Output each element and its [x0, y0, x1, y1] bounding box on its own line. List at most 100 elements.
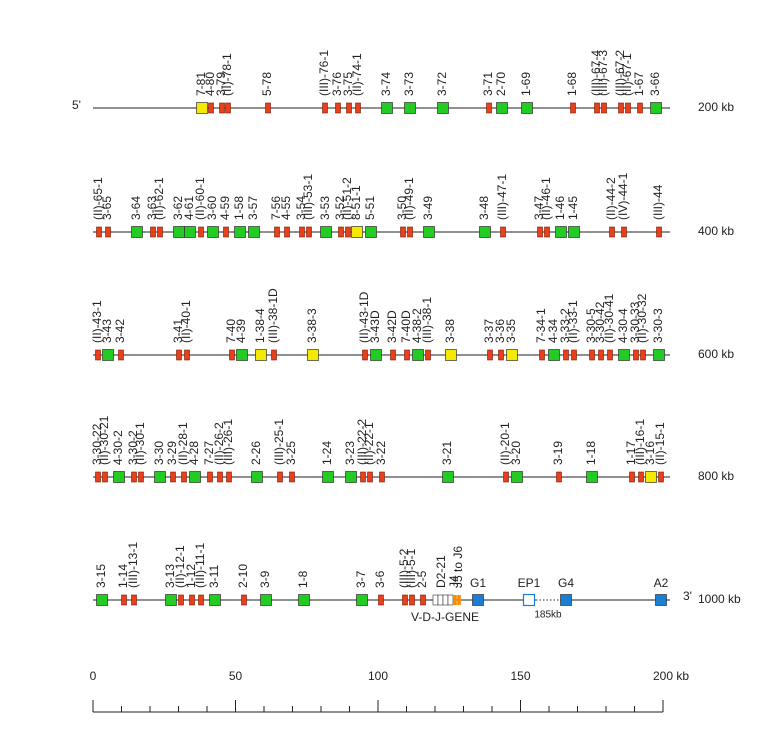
gene-label: 3-25: [284, 441, 298, 465]
gene-box: [157, 226, 163, 238]
gene-label: 1-68: [565, 72, 579, 96]
gene-label: 2-70: [494, 72, 508, 96]
gene-label: 1-24: [320, 441, 334, 465]
gene-label: 3-49: [421, 196, 435, 220]
gene-box: [346, 102, 352, 114]
gene-label: 4-34: [546, 319, 560, 343]
gene-box: [208, 102, 214, 114]
gene-label: 3-38-3: [305, 308, 319, 343]
gene-box: [618, 102, 624, 114]
gene-label: 3-7: [354, 570, 368, 588]
gene-box: [298, 594, 310, 606]
gene-label: 1-18: [584, 441, 598, 465]
gene-label: 7-27: [202, 441, 216, 465]
gene-box: [265, 102, 271, 114]
gene-box: [150, 226, 156, 238]
gene-box: [121, 594, 127, 606]
gene-label: (II)-62-1: [152, 177, 166, 220]
scale-label: 50: [229, 669, 243, 683]
gene-label: (II)-26-2: [212, 422, 226, 465]
gene-label: J4: [447, 575, 461, 588]
gene-box: [322, 102, 328, 114]
gene-label: 3-60: [205, 196, 219, 220]
gene-box: [607, 349, 613, 361]
gene-box: [355, 102, 361, 114]
gene-box: [351, 226, 363, 238]
gene-box: [400, 226, 406, 238]
gene-label: 3-79: [214, 72, 228, 96]
gene-label: 3-42D: [385, 310, 399, 343]
gene-box: [500, 226, 506, 238]
gene-box: [378, 594, 384, 606]
gene-label: 3-23: [343, 441, 357, 465]
gene-box: [299, 226, 305, 238]
gene-box: [181, 471, 187, 483]
gene-label: 3-37: [482, 319, 496, 343]
gene-label: 4-30-4: [616, 308, 630, 343]
gene-label: 4-55: [279, 196, 293, 220]
gene-box: [345, 471, 357, 483]
gene-label: D2-21: [434, 555, 448, 588]
gene-box: [277, 471, 283, 483]
gene-box: [658, 471, 664, 483]
gene-box: [621, 226, 627, 238]
gene-box: [138, 471, 144, 483]
gene-box: [154, 471, 166, 483]
gene-label: 3-54: [294, 196, 308, 220]
gene-box: [105, 226, 111, 238]
gene-box: [284, 226, 290, 238]
gene-label: (III)-53-1: [301, 174, 315, 220]
gene-label: (II)-40-1: [179, 300, 193, 343]
gene-box: [412, 349, 424, 361]
gene-box: [381, 102, 393, 114]
gene-box: [223, 226, 229, 238]
gene-label: (III)-47-1: [495, 174, 509, 220]
kb-label: 800 kb: [698, 469, 734, 483]
gene-box: [362, 349, 368, 361]
kb-label: 1000 kb: [698, 592, 741, 606]
gene-box: [367, 471, 373, 483]
gene-label: 4-28: [187, 441, 201, 465]
gene-label: 3-75: [341, 72, 355, 96]
kb-label: 400 kb: [698, 224, 734, 238]
gene-label: 4-39: [234, 319, 248, 343]
gene-box: [165, 594, 177, 606]
gene-label: (III)-38-1D: [266, 288, 280, 343]
gene-label: 3-15: [94, 564, 108, 588]
scale-label: 0: [90, 669, 97, 683]
gene-label: (II)-49-1: [402, 177, 416, 220]
gene-label: G4: [558, 576, 574, 590]
gene-box: [173, 226, 185, 238]
gene-box: [131, 594, 137, 606]
gene-box: [219, 102, 225, 114]
gene-label: (III)-25-1: [272, 419, 286, 465]
gene-label: 8-51-1: [349, 185, 363, 220]
gene-label: (II)-65-1: [91, 177, 105, 220]
gene-box: [425, 349, 431, 361]
gene-label: 7-40: [224, 319, 238, 343]
gene-box: [560, 594, 572, 606]
gene-label: (II)-43-1: [90, 300, 104, 343]
gene-label: 3-36: [493, 319, 507, 343]
gene-label: 4-38-2: [410, 308, 424, 343]
gene-box: [409, 594, 415, 606]
gene-box: [404, 102, 416, 114]
gene-box: [338, 226, 344, 238]
gene-box: [402, 594, 408, 606]
gene-box: [379, 471, 385, 483]
gene-label: 3-76: [330, 72, 344, 96]
gene-label: 3-30-5: [584, 308, 598, 343]
gene-label: (III)-16-1: [633, 419, 647, 465]
gene-box: [184, 349, 190, 361]
gene-label: 3-33-2: [558, 308, 572, 343]
gene-box: [255, 349, 267, 361]
gene-label: 3-16: [643, 441, 657, 465]
gene-box: [131, 471, 137, 483]
gene-label: (IV)-44-1: [616, 172, 630, 220]
gene-label: (II)-33-1: [566, 300, 580, 343]
gene-label: (II)-44-2: [604, 177, 618, 220]
gene-box: [563, 349, 569, 361]
gene-box: [503, 471, 509, 483]
gene-box: [274, 226, 280, 238]
gene-box: [335, 102, 341, 114]
